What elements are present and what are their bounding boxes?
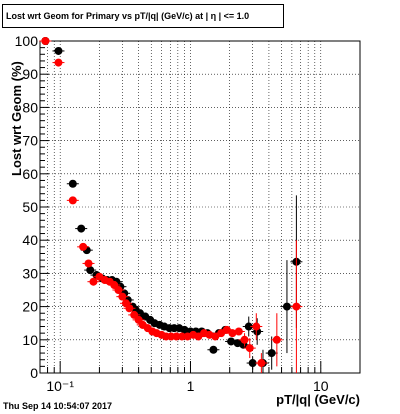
data-point bbox=[54, 58, 63, 67]
x-tick-label: 1 bbox=[187, 378, 195, 394]
y-tick-label: 10 bbox=[22, 332, 38, 348]
data-point bbox=[54, 46, 63, 55]
data-point bbox=[292, 302, 301, 311]
y-tick-label: 20 bbox=[22, 299, 38, 315]
data-point bbox=[282, 302, 291, 311]
x-tick-label: 10 bbox=[313, 378, 329, 394]
data-point bbox=[211, 332, 220, 341]
data-point bbox=[257, 359, 266, 368]
y-tick-label: 0 bbox=[30, 365, 38, 381]
y-tick-label: 100 bbox=[15, 33, 39, 49]
timestamp: Thu Sep 14 10:54:07 2017 bbox=[3, 401, 113, 411]
y-tick-label: 80 bbox=[22, 99, 38, 115]
x-axis-label: pT/|q| (GeV/c) bbox=[276, 392, 360, 407]
data-point bbox=[84, 259, 93, 268]
data-point bbox=[234, 327, 243, 336]
data-point bbox=[68, 196, 77, 205]
y-tick-label: 50 bbox=[22, 199, 38, 215]
data-point bbox=[68, 179, 77, 188]
data-point bbox=[79, 242, 88, 251]
tick-labels: 0 10 20 30 40 50 60 70 80 90 100 10⁻¹ 1 10 bbox=[15, 33, 329, 394]
data-point bbox=[86, 266, 95, 275]
data-point bbox=[272, 335, 281, 344]
data-point bbox=[245, 344, 254, 353]
data-point bbox=[89, 277, 98, 286]
y-tick-label: 30 bbox=[22, 265, 38, 281]
data-point bbox=[41, 37, 50, 45]
y-tick-label: 40 bbox=[22, 232, 38, 248]
y-tick-label: 60 bbox=[22, 166, 38, 182]
series bbox=[39, 37, 303, 373]
data-point bbox=[125, 304, 134, 313]
data-point bbox=[252, 322, 261, 331]
y-tick-label: 90 bbox=[22, 66, 38, 82]
data-point bbox=[209, 345, 218, 354]
grid bbox=[39, 40, 361, 374]
data-point bbox=[244, 322, 253, 331]
y-axis-label: Lost wrt Geom (%) bbox=[9, 61, 24, 176]
data-point bbox=[114, 286, 123, 294]
data-point bbox=[77, 224, 86, 233]
chart-title: Lost wrt Geom for Primary vs pT/|q| (GeV… bbox=[2, 4, 284, 28]
data-point bbox=[267, 349, 276, 358]
data-point bbox=[240, 335, 249, 344]
data-point bbox=[248, 359, 257, 368]
data-point bbox=[118, 292, 127, 301]
y-tick-label: 70 bbox=[22, 133, 38, 149]
x-tick-label: 10⁻¹ bbox=[46, 378, 74, 394]
